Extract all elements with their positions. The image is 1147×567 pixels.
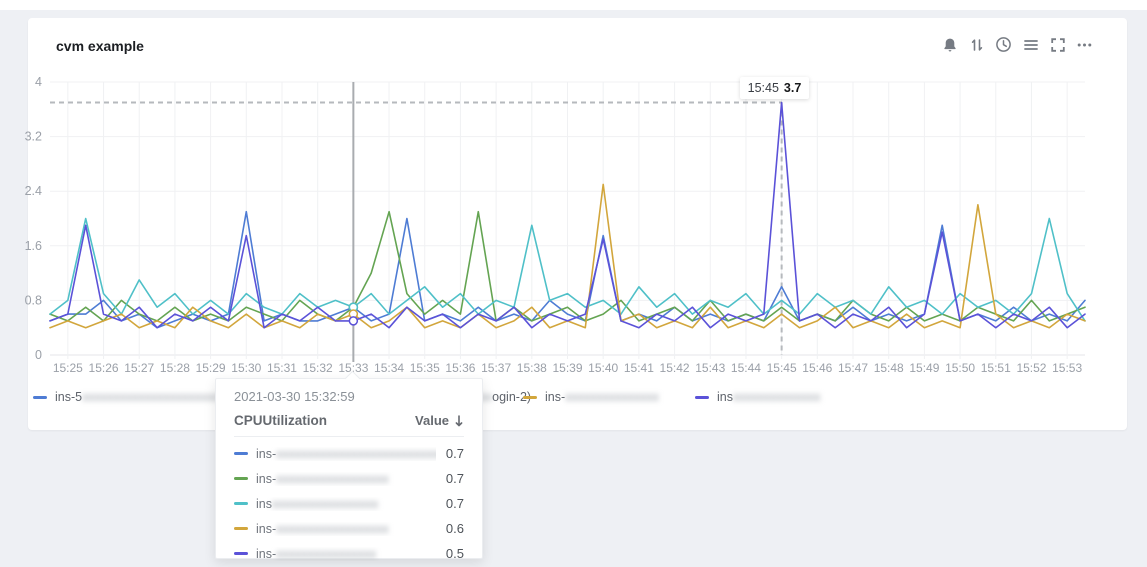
legend-list-icon[interactable] xyxy=(1022,36,1039,53)
svg-text:15:37: 15:37 xyxy=(481,361,511,375)
card-title: cvm example xyxy=(56,38,144,54)
tooltip-rows: ins-xxxxxxxxxxxxxxxxxxxxxxxxxxx 0.7 ins-… xyxy=(234,441,464,566)
chart-crosshair xyxy=(348,82,359,362)
svg-text:15:25: 15:25 xyxy=(53,361,83,375)
sort-arrows-icon[interactable] xyxy=(968,36,985,53)
tooltip-row-value: 0.7 xyxy=(445,496,464,511)
max-value-number: 3.7 xyxy=(783,81,802,95)
chart-series-lines[interactable] xyxy=(49,101,1086,329)
redacted-instance-name: xxxxxxxxxxxxxxxxxx xyxy=(276,521,389,536)
series-color-dash xyxy=(695,395,709,399)
tooltip-row-value: 0.7 xyxy=(445,446,464,461)
svg-text:15:28: 15:28 xyxy=(160,361,190,375)
more-ellipsis-icon[interactable] xyxy=(1076,36,1093,53)
svg-text:2.4: 2.4 xyxy=(25,184,42,198)
svg-text:15:33: 15:33 xyxy=(338,361,368,375)
tooltip-value-sort[interactable]: Value xyxy=(415,413,464,428)
svg-text:15:27: 15:27 xyxy=(124,361,154,375)
time-range-clock-icon[interactable] xyxy=(995,36,1012,53)
svg-text:15:26: 15:26 xyxy=(89,361,119,375)
card-toolbar xyxy=(941,36,1093,53)
card-header: cvm example xyxy=(56,34,1107,58)
series-color-dash xyxy=(33,395,47,399)
svg-text:1.6: 1.6 xyxy=(25,239,42,253)
tooltip-row: ins-xxxxxxxxxxxxxxxx 0.5 xyxy=(234,541,464,566)
chart-axis-labels: 0 0.8 1.6 2.4 3.2 4 15:25 15:26 15:27 15:28 15:29 1… xyxy=(25,75,1083,375)
series-color-dash xyxy=(234,452,248,455)
tooltip-row-value: 0.5 xyxy=(445,546,464,561)
redacted-instance-name: xxxxxxxxxxxxxxxxx xyxy=(271,496,379,511)
tooltip-row: ins-xxxxxxxxxxxxxxxxxxxxxxxxxxx 0.7 xyxy=(234,441,464,466)
svg-text:15:43: 15:43 xyxy=(695,361,725,375)
redacted-instance-name: xxxxxxxxxxxxxxx xyxy=(565,390,659,404)
svg-text:15:53: 15:53 xyxy=(1052,361,1082,375)
chart-card: cvm example xyxy=(28,18,1127,430)
legend-item-series-5[interactable]: insxxxxxxxxxxxxxx xyxy=(695,388,820,406)
series-color-dash xyxy=(234,502,248,505)
page-top-strip xyxy=(0,0,1147,10)
alarm-bell-icon[interactable] xyxy=(941,36,958,53)
max-value-time: 15:45 xyxy=(747,81,779,95)
svg-text:15:51: 15:51 xyxy=(981,361,1011,375)
series-color-dash xyxy=(234,552,248,555)
svg-text:0: 0 xyxy=(35,348,42,362)
svg-text:4: 4 xyxy=(35,75,42,89)
tooltip-row: ins-xxxxxxxxxxxxxxxxxx 0.6 xyxy=(234,516,464,541)
svg-text:15:38: 15:38 xyxy=(517,361,547,375)
svg-text:15:42: 15:42 xyxy=(660,361,690,375)
redacted-instance-name: xxxxxxxxxxxxxx xyxy=(732,390,821,404)
tooltip-row: insxxxxxxxxxxxxxxxxx 0.7 xyxy=(234,491,464,516)
legend-item-series-1[interactable]: ins-5xxxxxxxxxxxxxxxxxxxxxxxx xyxy=(33,388,232,406)
svg-text:15:35: 15:35 xyxy=(410,361,440,375)
redacted-instance-name: xxxxxxxxxxxxxxxxxxxxxxxxxxx xyxy=(276,446,436,461)
svg-text:3.2: 3.2 xyxy=(25,130,42,144)
svg-text:15:32: 15:32 xyxy=(303,361,333,375)
redacted-instance-name: xxxxxxxxxxxxxxxxxx xyxy=(276,471,389,486)
tooltip-header: CPUUtilization Value xyxy=(234,413,464,437)
svg-text:15:48: 15:48 xyxy=(874,361,904,375)
tooltip-row: ins-xxxxxxxxxxxxxxxxxx 0.7 xyxy=(234,466,464,491)
legend-item-series-4[interactable]: ins-xxxxxxxxxxxxxxx xyxy=(523,388,659,406)
sort-desc-icon xyxy=(455,414,463,426)
svg-text:15:31: 15:31 xyxy=(267,361,297,375)
svg-text:15:36: 15:36 xyxy=(445,361,475,375)
max-value-callout: 15:45 3.7 xyxy=(739,77,810,99)
chart-legend: ins-5xxxxxxxxxxxxxxxxxxxxxxxx ins-xxxxxx… xyxy=(0,388,1147,408)
tooltip-row-value: 0.6 xyxy=(445,521,464,536)
svg-text:15:39: 15:39 xyxy=(552,361,582,375)
svg-text:15:47: 15:47 xyxy=(838,361,868,375)
fullscreen-icon[interactable] xyxy=(1049,36,1066,53)
svg-text:15:30: 15:30 xyxy=(231,361,261,375)
svg-text:15:50: 15:50 xyxy=(945,361,975,375)
svg-text:15:29: 15:29 xyxy=(196,361,226,375)
svg-text:15:49: 15:49 xyxy=(909,361,939,375)
svg-text:15:44: 15:44 xyxy=(731,361,761,375)
svg-text:15:46: 15:46 xyxy=(802,361,832,375)
tooltip-row-value: 0.7 xyxy=(445,471,464,486)
svg-text:15:34: 15:34 xyxy=(374,361,404,375)
svg-text:0.8: 0.8 xyxy=(25,293,42,307)
hover-tooltip: 2021-03-30 15:32:59 CPUUtilization Value… xyxy=(215,370,483,561)
svg-text:15:45: 15:45 xyxy=(767,361,797,375)
tooltip-metric-name: CPUUtilization xyxy=(234,413,327,428)
series-color-dash xyxy=(234,477,248,480)
series-color-dash xyxy=(234,527,248,530)
svg-text:15:41: 15:41 xyxy=(624,361,654,375)
series-color-dash xyxy=(523,395,537,399)
tooltip-timestamp: 2021-03-30 15:32:59 xyxy=(234,389,355,404)
redacted-instance-name: xxxxxxxxxxxxxxxxxxxxxxxx xyxy=(82,390,233,404)
svg-text:15:52: 15:52 xyxy=(1016,361,1046,375)
chart-max-marker-lines xyxy=(50,101,783,355)
redacted-instance-name: xxxxxxxxxxxxxxxx xyxy=(276,546,377,561)
svg-text:15:40: 15:40 xyxy=(588,361,618,375)
